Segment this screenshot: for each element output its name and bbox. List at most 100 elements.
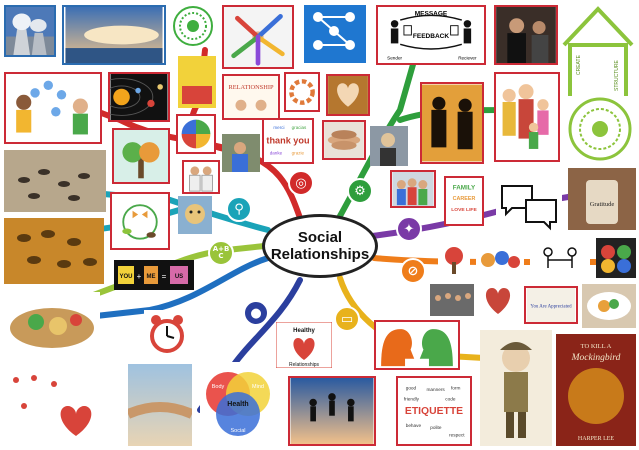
image-group-teens xyxy=(390,170,436,208)
central-topic-line1: Social xyxy=(297,229,343,246)
thank-you-word-3: danke xyxy=(270,151,283,156)
image-color-wheel xyxy=(176,114,216,154)
image-cartoon-boy xyxy=(480,330,552,446)
health-wheel-mind: Mind xyxy=(252,384,264,390)
image-food-platter xyxy=(6,292,100,354)
image-circle-hands xyxy=(284,72,320,112)
etiquette-word-2: manners xyxy=(426,387,445,392)
diagram-message-label: MESSAGE xyxy=(415,10,448,17)
equation-us: US xyxy=(175,274,183,280)
thank-you-main-text: thank you xyxy=(266,136,309,146)
image-holding-hands xyxy=(128,364,192,446)
image-speech-bubbles xyxy=(496,178,562,232)
image-birds-group xyxy=(4,150,106,212)
image-tree-seasons xyxy=(112,128,170,184)
no-symbol-icon[interactable]: ⊘ xyxy=(400,258,426,284)
image-photographer xyxy=(370,126,408,166)
image-dog xyxy=(178,196,212,234)
etiquette-word-3: form xyxy=(451,385,460,390)
equation-you: YOU xyxy=(119,274,132,280)
central-topic[interactable]: Social Relationships xyxy=(262,214,378,278)
thank-you-word-1: merci xyxy=(273,125,284,130)
equation-equals: = xyxy=(162,272,167,281)
image-relationship-book xyxy=(178,56,216,108)
image-two-heads-dialogue xyxy=(374,320,460,370)
diagram-feedback-label: FEEDBACK xyxy=(413,33,449,40)
image-sky-landscape xyxy=(62,5,166,65)
image-crowd xyxy=(430,284,474,316)
you-are-appreciated-card: You Are Appreciated xyxy=(524,286,578,324)
healthy-relationships-card: Healthy Relationships xyxy=(276,322,332,368)
math-abc-icon[interactable]: A+B C xyxy=(208,240,234,266)
etiquette-word-cloud: ETIQUETTE good manners form friendly cod… xyxy=(396,376,472,446)
image-abstract-tree xyxy=(438,244,470,276)
house-walls-right: STRUCTURE xyxy=(614,60,620,91)
image-math-hearts xyxy=(4,366,104,446)
book-title-main: Mockingbird xyxy=(571,353,621,363)
health-wheel-title: Health xyxy=(227,401,248,408)
image-stick-figures xyxy=(530,242,590,278)
you-plus-me-equation: YOU + ME = US xyxy=(114,260,194,290)
image-colorful-hands xyxy=(596,238,636,278)
image-argument-silhouettes xyxy=(420,82,484,164)
lovelife-label: LOVE LIFE xyxy=(451,207,477,213)
image-butterfly-cycle xyxy=(110,192,170,250)
etiquette-word-6: behave xyxy=(406,423,422,428)
image-network-people xyxy=(304,5,366,63)
gears-icon[interactable]: ⚙ xyxy=(347,178,373,204)
image-cartoon-kids xyxy=(4,72,102,144)
diagram-sender-label: Sender xyxy=(387,55,402,60)
etiquette-title: ETIQUETTE xyxy=(405,406,463,417)
image-green-mandala xyxy=(172,5,214,47)
image-child-activity xyxy=(222,134,260,172)
house-walls-left: CREATE xyxy=(576,54,582,75)
etiquette-word-8: respect xyxy=(449,432,465,437)
thank-you-word-2: gracias xyxy=(292,125,307,130)
image-green-mandala-2 xyxy=(566,96,634,162)
book-mockingbird: TO KILL A Mockingbird HARPER LEE xyxy=(556,334,636,446)
appreciated-text: You Are Appreciated xyxy=(530,305,572,310)
career-label: CAREER xyxy=(453,196,476,202)
healthy-card-subtitle: Relationships xyxy=(289,362,320,368)
image-cooling-towers xyxy=(4,5,56,57)
book-author: HARPER LEE xyxy=(578,436,615,442)
family-career-lovelife: FAMILY CAREER LOVE LIFE xyxy=(444,176,484,226)
image-solar-system xyxy=(108,72,170,122)
health-wheel: Health Body Mind Social xyxy=(200,362,276,446)
etiquette-word-5: code xyxy=(445,397,456,402)
image-dinner-plate xyxy=(582,284,636,328)
image-greeting-photo xyxy=(494,5,558,65)
equation-plus: + xyxy=(137,272,142,281)
gratitude-jar-label: Gratitude xyxy=(590,201,615,208)
thank-you-word-cloud: thank you merci gracias danke grazie xyxy=(262,118,314,164)
equation-me: ME xyxy=(147,274,156,280)
book-title-top: TO KILL A xyxy=(581,343,612,350)
image-heart-collage xyxy=(478,282,518,318)
image-cartoon-family xyxy=(494,72,560,162)
healthy-card-title: Healthy xyxy=(293,328,315,334)
image-scientists xyxy=(182,160,220,194)
microscope-icon[interactable]: ⚲ xyxy=(226,196,252,222)
thank-you-word-4: grazie xyxy=(292,151,305,156)
etiquette-word-4: friendly xyxy=(404,397,420,402)
image-gratitude-jar: Gratitude xyxy=(568,168,636,230)
image-relationship-sketch: RELATIONSHIP xyxy=(222,74,280,120)
lightbulb-icon[interactable]: ✦ xyxy=(396,216,422,242)
apple-icon[interactable]: ● xyxy=(243,300,269,326)
etiquette-word-1: good xyxy=(406,385,417,390)
diagram-receiver-label: Reciever xyxy=(458,55,477,60)
image-heart-hands xyxy=(326,74,370,116)
family-label: FAMILY xyxy=(453,184,476,191)
etiquette-word-7: polite xyxy=(430,425,442,430)
central-topic-line2: Relationships xyxy=(270,246,370,263)
image-people-circle xyxy=(222,5,294,69)
message-feedback-diagram: MESSAGE FEEDBACK Sender Reciever xyxy=(376,5,486,65)
image-stacked-hands xyxy=(322,120,366,160)
relationship-sketch-label: RELATIONSHIP xyxy=(229,84,274,91)
health-wheel-social: Social xyxy=(231,428,246,434)
image-alarm-clock xyxy=(144,310,190,358)
book-icon[interactable]: ▭ xyxy=(334,306,360,332)
image-jumping-friends xyxy=(288,376,376,446)
globe-icon[interactable]: ◎ xyxy=(288,170,314,196)
health-wheel-body: Body xyxy=(212,384,225,390)
